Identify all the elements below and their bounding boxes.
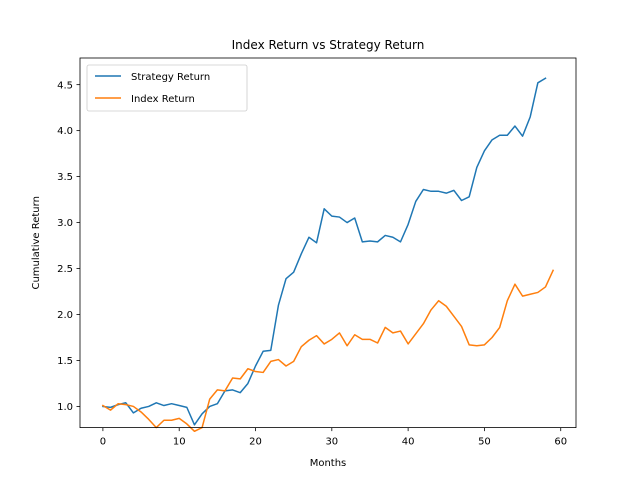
y-axis-label: Cumulative Return	[31, 196, 42, 289]
x-axis-label: Months	[310, 458, 347, 469]
legend-box	[86, 64, 248, 112]
y-tick-label: 4.5	[57, 80, 73, 91]
x-tick-label: 50	[478, 437, 491, 448]
y-tick-label: 1.5	[57, 356, 73, 367]
y-tick-label: 3.5	[57, 172, 73, 183]
chart-title: Index Return vs Strategy Return	[232, 38, 425, 52]
plot-background	[80, 58, 576, 428]
y-axis: 1.0 1.5 2.0 2.5 3.0 3.5 4.0 4.5	[57, 80, 80, 413]
legend-label: Index Return	[131, 94, 195, 105]
legend: Strategy Return Index Return	[86, 64, 248, 112]
plot-area	[79, 57, 577, 433]
x-tick-label: 10	[173, 437, 186, 448]
x-tick-label: 30	[325, 437, 338, 448]
x-tick-label: 60	[554, 437, 567, 448]
x-tick-label: 20	[249, 437, 262, 448]
y-tick-label: 2.0	[57, 310, 73, 321]
series-line-strategy-return	[102, 77, 547, 426]
y-tick-label: 4.0	[57, 126, 73, 137]
x-tick-label: 0	[100, 437, 106, 448]
series-layer	[101, 77, 555, 433]
x-tick-label: 40	[402, 437, 415, 448]
legend-label: Strategy Return	[131, 72, 210, 83]
plot-frame	[79, 57, 577, 429]
y-tick-label: 1.0	[57, 402, 73, 413]
x-axis: 0 10 20 30 40 50 60	[100, 427, 567, 448]
series-line-index-return	[101, 269, 555, 433]
y-tick-label: 2.5	[57, 264, 73, 275]
y-tick-label: 3.0	[57, 218, 73, 229]
